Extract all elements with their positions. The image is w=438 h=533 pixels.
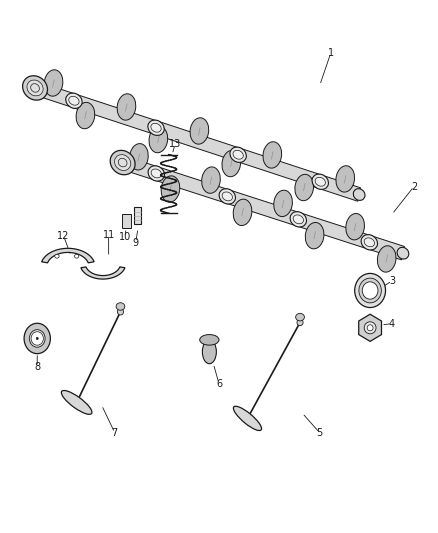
Ellipse shape bbox=[31, 332, 43, 345]
Ellipse shape bbox=[76, 102, 95, 129]
Text: 13: 13 bbox=[169, 139, 181, 149]
Ellipse shape bbox=[148, 166, 165, 181]
Ellipse shape bbox=[296, 313, 304, 321]
Ellipse shape bbox=[29, 329, 45, 348]
Text: 8: 8 bbox=[34, 362, 40, 372]
Ellipse shape bbox=[222, 150, 240, 177]
Ellipse shape bbox=[297, 319, 303, 326]
Ellipse shape bbox=[336, 166, 355, 192]
Ellipse shape bbox=[69, 96, 79, 105]
Ellipse shape bbox=[346, 214, 364, 240]
Ellipse shape bbox=[148, 120, 164, 135]
Text: 9: 9 bbox=[133, 238, 139, 247]
Ellipse shape bbox=[116, 303, 125, 310]
Ellipse shape bbox=[66, 93, 82, 108]
Ellipse shape bbox=[355, 273, 385, 308]
Ellipse shape bbox=[36, 337, 39, 340]
Ellipse shape bbox=[117, 94, 136, 120]
FancyBboxPatch shape bbox=[134, 207, 141, 224]
Ellipse shape bbox=[201, 167, 220, 193]
Ellipse shape bbox=[118, 158, 127, 167]
Ellipse shape bbox=[263, 142, 282, 168]
Ellipse shape bbox=[23, 76, 47, 100]
Ellipse shape bbox=[274, 190, 293, 216]
Polygon shape bbox=[121, 156, 404, 260]
Ellipse shape bbox=[115, 155, 131, 171]
Ellipse shape bbox=[378, 246, 396, 272]
Text: 2: 2 bbox=[411, 182, 417, 191]
Text: 11: 11 bbox=[102, 230, 115, 239]
Ellipse shape bbox=[312, 174, 328, 189]
Polygon shape bbox=[34, 81, 360, 201]
Ellipse shape bbox=[151, 169, 162, 178]
Polygon shape bbox=[359, 314, 381, 342]
Text: 10: 10 bbox=[119, 232, 131, 242]
Ellipse shape bbox=[200, 335, 219, 345]
Ellipse shape bbox=[233, 199, 252, 225]
Ellipse shape bbox=[397, 247, 409, 259]
Ellipse shape bbox=[305, 222, 324, 249]
Text: 5: 5 bbox=[317, 428, 323, 438]
Ellipse shape bbox=[230, 147, 246, 163]
Ellipse shape bbox=[130, 143, 148, 170]
Ellipse shape bbox=[74, 254, 79, 258]
Ellipse shape bbox=[353, 189, 365, 200]
Text: 7: 7 bbox=[112, 428, 118, 438]
Ellipse shape bbox=[219, 189, 236, 204]
Ellipse shape bbox=[290, 212, 307, 227]
Ellipse shape bbox=[55, 254, 59, 258]
Polygon shape bbox=[42, 248, 94, 263]
Ellipse shape bbox=[190, 118, 209, 144]
Ellipse shape bbox=[367, 325, 373, 331]
Ellipse shape bbox=[61, 391, 92, 414]
Ellipse shape bbox=[362, 282, 378, 299]
Ellipse shape bbox=[161, 176, 180, 202]
Ellipse shape bbox=[202, 340, 216, 364]
Ellipse shape bbox=[110, 150, 135, 175]
Ellipse shape bbox=[31, 84, 39, 92]
Ellipse shape bbox=[359, 278, 381, 303]
Text: 1: 1 bbox=[328, 49, 334, 58]
Ellipse shape bbox=[293, 215, 304, 224]
Text: 6: 6 bbox=[216, 379, 222, 389]
Text: 12: 12 bbox=[57, 231, 70, 240]
Text: 4: 4 bbox=[389, 319, 395, 328]
Ellipse shape bbox=[361, 235, 378, 250]
Ellipse shape bbox=[27, 80, 43, 96]
Ellipse shape bbox=[315, 177, 325, 186]
Text: 3: 3 bbox=[389, 276, 395, 286]
Ellipse shape bbox=[44, 70, 63, 96]
Ellipse shape bbox=[151, 123, 161, 132]
Ellipse shape bbox=[117, 309, 124, 315]
Ellipse shape bbox=[364, 238, 374, 247]
Ellipse shape bbox=[295, 174, 314, 201]
Polygon shape bbox=[81, 267, 125, 279]
Ellipse shape bbox=[233, 150, 244, 159]
Ellipse shape bbox=[222, 192, 233, 201]
Ellipse shape bbox=[24, 323, 50, 354]
Ellipse shape bbox=[233, 406, 261, 431]
Ellipse shape bbox=[149, 126, 168, 153]
Ellipse shape bbox=[364, 322, 376, 334]
FancyBboxPatch shape bbox=[122, 214, 131, 228]
